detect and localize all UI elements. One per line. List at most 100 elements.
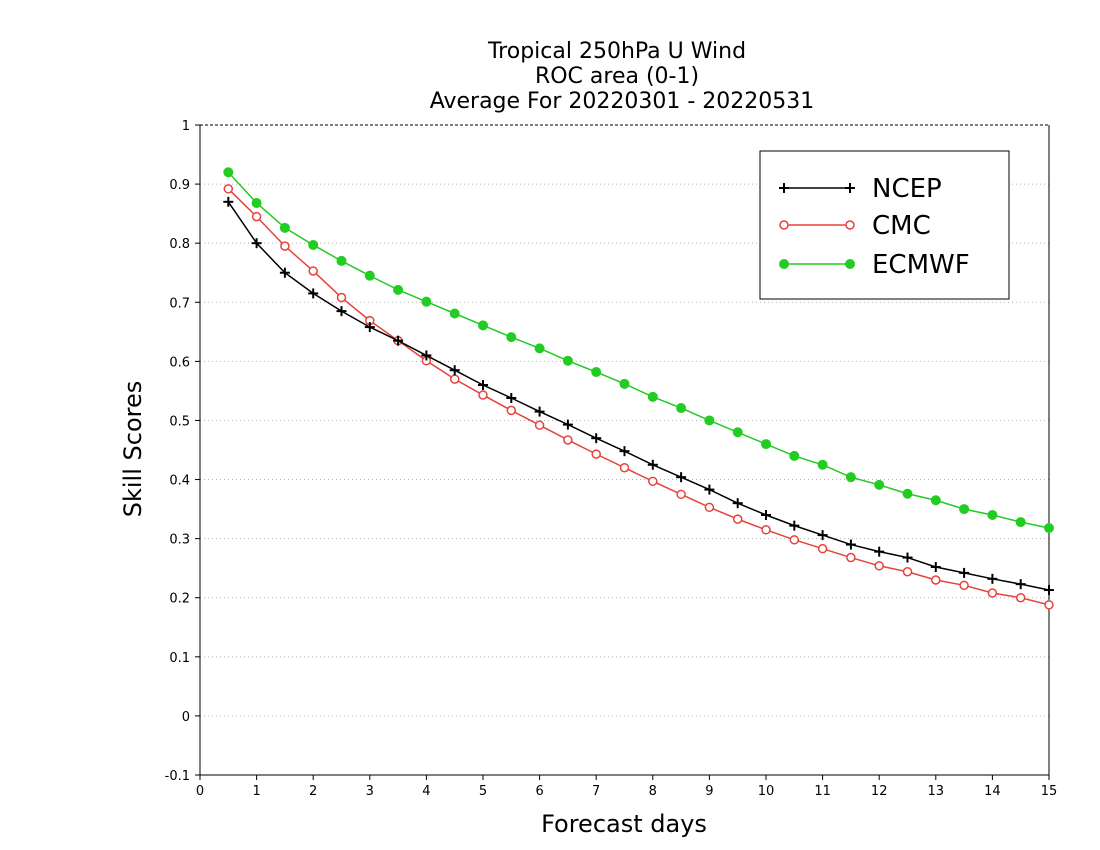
- ecmwf-point: [647, 391, 658, 402]
- series-ecmwf: [223, 167, 1054, 533]
- legend-item-cmc: CMC: [779, 211, 931, 241]
- chart-title-line-3: Average For 20220301 - 20220531: [430, 89, 815, 114]
- cmc-point: [902, 566, 913, 577]
- ncep-point: [1015, 579, 1026, 590]
- ecmwf-point: [1044, 523, 1054, 533]
- cmc-point: [478, 390, 488, 400]
- ecmwf-point: [562, 355, 573, 366]
- ecmwf-point: [279, 222, 290, 233]
- ecmwf-point: [506, 332, 517, 343]
- ecmwf-point: [421, 296, 432, 307]
- x-tick-label: 15: [1041, 784, 1058, 799]
- ncep-point: [874, 546, 885, 557]
- cmc-point: [251, 211, 262, 222]
- ncep-point: [562, 419, 573, 430]
- x-tick-label: 14: [984, 784, 1001, 799]
- data-series: [223, 167, 1054, 610]
- x-axis-label: Forecast days: [541, 810, 707, 838]
- ncep-point: [676, 472, 687, 483]
- ncep-point: [761, 510, 771, 520]
- ncep-point: [534, 406, 545, 417]
- ncep-point: [364, 322, 375, 333]
- ecmwf-point: [704, 415, 715, 426]
- ncep-point: [336, 306, 347, 317]
- ncep-point: [704, 484, 715, 495]
- ecmwf-point: [223, 167, 234, 178]
- ecmwf-point: [676, 403, 687, 414]
- cmc-point: [336, 292, 347, 303]
- y-tick-label: 0.8: [169, 237, 190, 252]
- legend-item-ecmwf: ECMWF: [779, 250, 970, 280]
- ncep-point: [478, 380, 488, 390]
- legend-marker: [779, 183, 789, 193]
- ecmwf-point: [817, 459, 828, 470]
- legend-items: NCEP CMC ECMWF: [779, 174, 970, 280]
- y-tick-label: -0.1: [165, 769, 190, 784]
- ecmwf-point: [534, 343, 545, 354]
- y-tick-label: 0.3: [169, 533, 190, 548]
- x-tick-label: 3: [366, 784, 374, 799]
- ecmwf-point: [761, 439, 771, 450]
- ncep-point: [449, 365, 460, 376]
- x-tick-label: 11: [814, 784, 831, 799]
- chart-title: Tropical 250hPa U Wind ROC area (0-1) Av…: [430, 39, 815, 114]
- cmc-point: [1044, 600, 1054, 610]
- cmc-line: [227, 188, 1050, 606]
- cmc-point: [619, 462, 630, 473]
- axes: -0.100.10.20.30.40.50.60.70.80.910 1 2 3 4 5 6…: [165, 119, 1058, 799]
- legend-marker: [845, 220, 855, 230]
- ecmwf-point: [987, 510, 998, 520]
- ncep-point: [591, 433, 602, 444]
- ecmwf-point: [789, 450, 800, 461]
- ecmwf-point: [959, 504, 970, 515]
- legend-item-ncep: NCEP: [779, 174, 942, 204]
- ecmwf-point: [478, 320, 488, 331]
- legend-label-cmc: CMC: [872, 211, 931, 241]
- legend: NCEP CMC ECMWF: [759, 150, 1010, 300]
- cmc-point: [789, 535, 800, 545]
- x-tick-label: 7: [592, 784, 600, 799]
- legend-label-ncep: NCEP: [872, 174, 942, 204]
- y-tick-label: 0.4: [169, 474, 190, 489]
- ecmwf-point: [1015, 517, 1026, 528]
- chart-title-line-1: Tropical 250hPa U Wind: [487, 39, 746, 64]
- cmc-point: [534, 420, 545, 430]
- x-tick-label: 8: [649, 784, 657, 799]
- ecmwf-point: [308, 239, 319, 250]
- x-tick-label: 4: [422, 784, 430, 799]
- cmc-point: [959, 580, 969, 591]
- y-tick-label: 0.9: [169, 178, 190, 193]
- x-tick-label: 6: [535, 784, 543, 799]
- cmc-point: [591, 449, 601, 459]
- y-tick-label: 0.6: [169, 355, 190, 370]
- ecmwf-point: [364, 270, 375, 281]
- ecmwf-point: [902, 488, 913, 499]
- chart-title-line-2: ROC area (0-1): [535, 64, 699, 89]
- x-tick-label: 13: [928, 784, 945, 799]
- cmc-point: [874, 561, 884, 571]
- ncep-point: [421, 350, 432, 361]
- ncep-point: [959, 567, 970, 578]
- y-axis-label: Skill Scores: [119, 381, 147, 518]
- ecmwf-point: [393, 284, 404, 295]
- legend-marker: [779, 259, 789, 269]
- ncep-point: [845, 539, 856, 550]
- legend-label-ecmwf: ECMWF: [872, 250, 970, 280]
- ncep-point: [393, 335, 404, 346]
- ncep-point: [1044, 585, 1054, 596]
- legend-marker: [845, 259, 855, 269]
- cmc-point: [817, 543, 828, 554]
- cmc-point: [732, 514, 743, 524]
- cmc-point: [506, 405, 517, 416]
- x-tick-label: 12: [871, 784, 888, 799]
- cmc-point: [648, 476, 658, 487]
- ncep-point: [223, 196, 234, 207]
- cmc-point: [931, 575, 941, 585]
- ncep-point: [732, 498, 743, 509]
- cmc-point: [1015, 592, 1026, 603]
- cmc-point: [449, 374, 460, 384]
- x-tick-label: 1: [252, 784, 260, 799]
- cmc-point: [563, 435, 573, 445]
- x-tick-label: 5: [479, 784, 487, 799]
- y-tick-label: 0.7: [169, 296, 190, 311]
